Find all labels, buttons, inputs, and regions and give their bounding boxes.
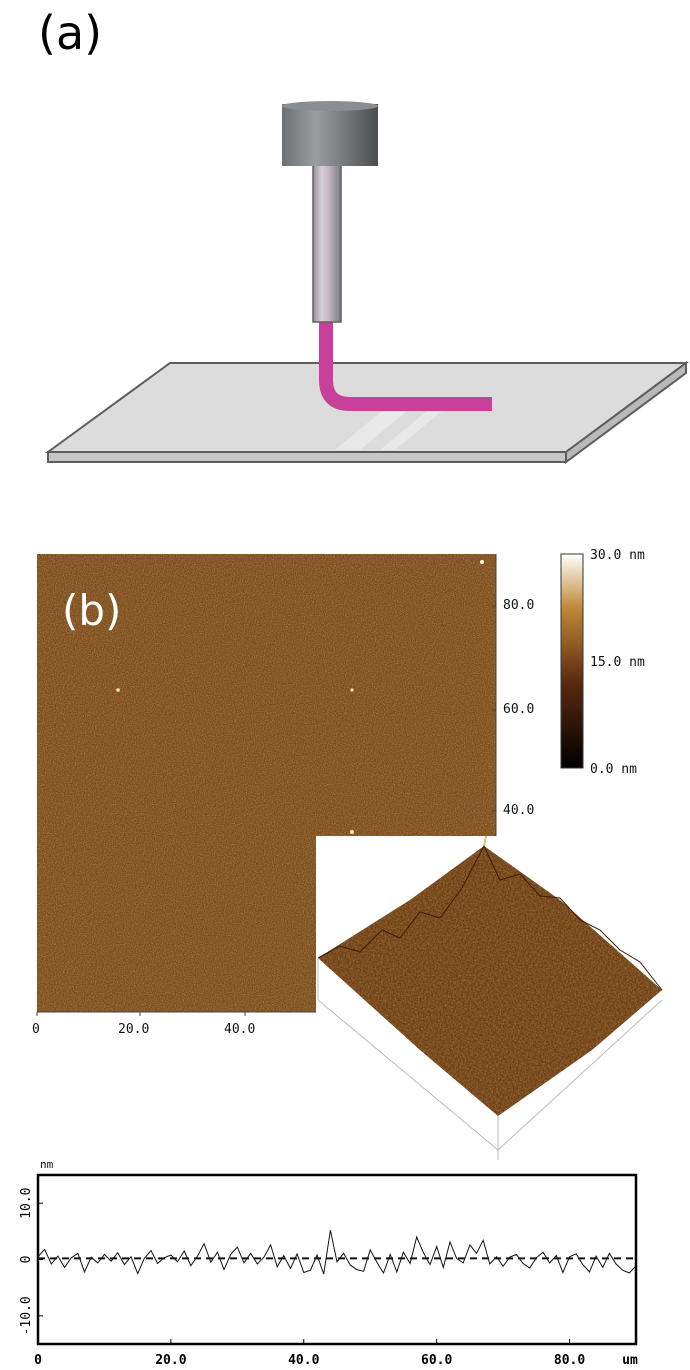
colorbar xyxy=(560,553,584,769)
profile-y-tick-label: 10.0 xyxy=(19,1188,34,1219)
afm-x-tick-label: 20.0 xyxy=(118,1022,150,1037)
profile-x-tick-label: 80.0 xyxy=(554,1353,585,1368)
profile-x-tick-label: 40.0 xyxy=(288,1353,319,1368)
profile-y-tick-label: -10.0 xyxy=(19,1296,34,1335)
afm-y-tick-label: 80.0 xyxy=(503,598,535,613)
printed-ink-line xyxy=(319,318,492,411)
profile-x-tick-label: 20.0 xyxy=(155,1353,186,1368)
profile-y-tick-label: 0 xyxy=(19,1256,34,1264)
afm-height-map xyxy=(37,554,496,1012)
profile-series-line xyxy=(37,1230,637,1275)
afm-x-tick-label: 0 xyxy=(32,1022,40,1037)
panel-a-label: (a) xyxy=(38,6,103,60)
nozzle-cap xyxy=(282,101,378,166)
panel-b-label: (b) xyxy=(62,586,122,635)
profile-x-unit-label: um xyxy=(622,1353,638,1368)
profile-y-unit-label: nm xyxy=(40,1158,54,1171)
afm-y-tick-label: 40.0 xyxy=(503,803,535,818)
printing-schematic xyxy=(44,101,690,464)
colorbar-max-label: 30.0 nm xyxy=(590,548,645,563)
profile-x-tick-label: 0 xyxy=(34,1353,42,1368)
afm-y-tick-label: 60.0 xyxy=(503,702,535,717)
profile-x-tick-label: 60.0 xyxy=(421,1353,452,1368)
afm-x-tick-label: 40.0 xyxy=(224,1022,256,1037)
colorbar-mid-label: 15.0 nm xyxy=(590,655,645,670)
afm-x-axis xyxy=(36,1011,316,1016)
afm-y-axis xyxy=(492,554,497,836)
nozzle-tube xyxy=(312,159,342,323)
colorbar-min-label: 0.0 nm xyxy=(590,762,637,777)
